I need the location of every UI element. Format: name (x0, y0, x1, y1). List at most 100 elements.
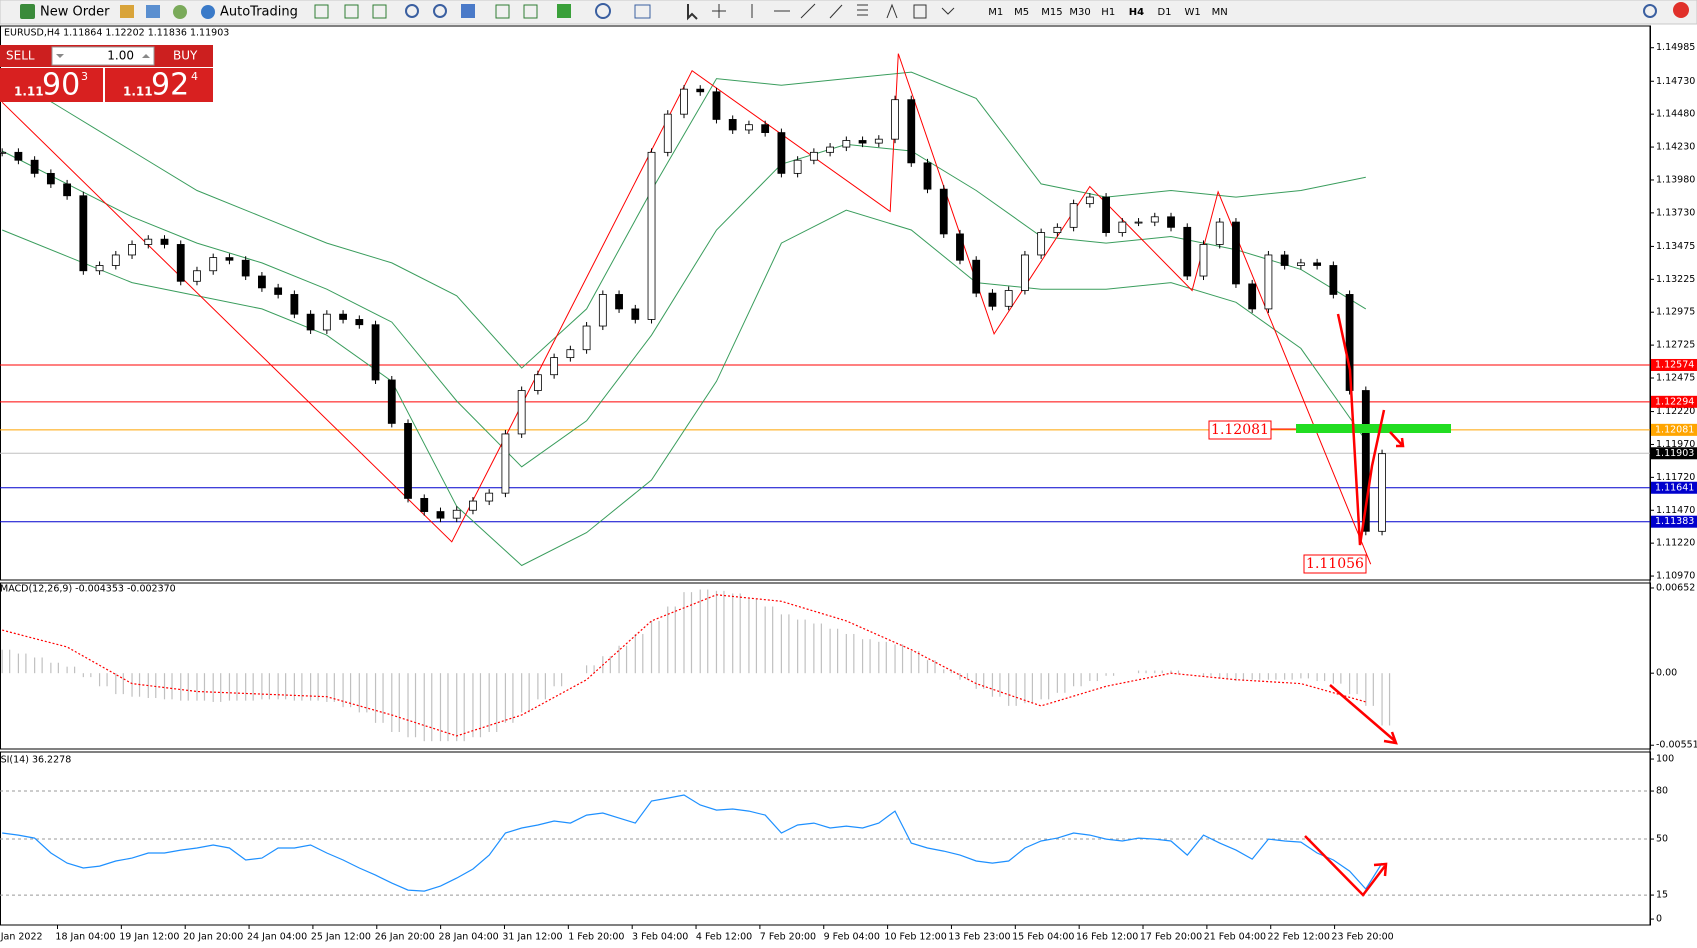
timeframe-button[interactable]: H4 (1129, 7, 1144, 18)
timeframe-button[interactable]: H1 (1101, 7, 1115, 18)
trendline-tool[interactable] (800, 3, 816, 19)
candle (63, 183, 72, 197)
candle (1280, 254, 1289, 266)
timeframe-button[interactable]: M1 (988, 7, 1003, 18)
tool-icon[interactable] (461, 4, 475, 18)
x-tick-label: 15 Feb 04:00 (1012, 932, 1074, 943)
price-level-label: 1.12081 (1655, 424, 1694, 435)
lot-up[interactable] (142, 54, 150, 58)
tool-icon[interactable] (495, 4, 510, 19)
timeframe-button[interactable]: D1 (1157, 7, 1171, 18)
timeframe-button[interactable]: M5 (1014, 7, 1029, 18)
candle (1150, 216, 1159, 223)
candle (209, 257, 218, 272)
lot-input[interactable] (51, 46, 155, 66)
x-tick-label: 25 Jan 12:00 (311, 932, 371, 943)
channel-tool[interactable] (829, 4, 843, 19)
chart-header: MACD(12,26,9) -0.004353 -0.002370 (0, 584, 176, 595)
candle (956, 233, 964, 261)
candle (696, 88, 705, 93)
candle (517, 390, 526, 435)
timeframe-button[interactable]: MN (1212, 7, 1228, 18)
fibo-tool[interactable] (857, 4, 868, 16)
candle (95, 265, 104, 272)
candle (1167, 216, 1175, 228)
candle (322, 313, 331, 331)
ask-box[interactable] (105, 68, 213, 102)
buy-button[interactable]: BUY (173, 49, 198, 63)
candle (371, 324, 380, 381)
candle (436, 511, 445, 519)
y-tick-label: -0.005511 (1656, 740, 1697, 751)
candle (826, 146, 835, 153)
tool-icon[interactable] (344, 4, 359, 19)
sell-button[interactable]: SELL (6, 49, 35, 63)
x-tick-label: 17 Feb 20:00 (1140, 932, 1202, 943)
tool-icon[interactable] (372, 4, 387, 19)
callout-box (1303, 554, 1367, 574)
lot-down[interactable] (56, 54, 64, 58)
candle (1037, 232, 1046, 256)
candle (1329, 265, 1338, 295)
panel-frame (0, 582, 1651, 750)
tool-icon[interactable] (120, 5, 134, 18)
price-level-tag (1651, 447, 1697, 460)
drawn-arrow (1329, 684, 1398, 745)
cursor-tool[interactable] (687, 4, 698, 21)
crosshair-tool[interactable] (712, 4, 726, 18)
notifications-icon[interactable] (1673, 2, 1689, 18)
auto-trading-button[interactable]: AutoTrading (220, 5, 298, 20)
zoom-in[interactable] (405, 4, 419, 18)
indicators-icon[interactable] (557, 4, 571, 18)
price-level-tag (1651, 358, 1697, 371)
lot-value[interactable]: 1.00 (107, 49, 134, 63)
tool-icon[interactable] (146, 5, 160, 18)
candle (891, 99, 899, 140)
timeframe-button[interactable]: M30 (1069, 7, 1090, 18)
x-tick-label: 13 Feb 23:00 (948, 932, 1010, 943)
candle (939, 188, 948, 235)
timeframe-button[interactable]: W1 (1185, 7, 1201, 18)
candle (1264, 254, 1273, 310)
bid-big: 1.11 (14, 85, 44, 99)
candle (1069, 203, 1078, 228)
label-tool[interactable] (913, 4, 927, 19)
candle (663, 113, 672, 153)
candle (1378, 453, 1386, 532)
search-icon[interactable] (1643, 4, 1657, 18)
candle (1102, 196, 1110, 233)
timeframe-button[interactable]: M15 (1041, 7, 1062, 18)
new-order-icon[interactable] (20, 4, 35, 19)
candle (339, 313, 347, 320)
candle (501, 433, 510, 494)
candle (193, 270, 201, 282)
periods-icon[interactable] (595, 3, 611, 19)
candle (355, 319, 364, 326)
y-tick-label: 1.12220 (1656, 406, 1695, 417)
auto-trading-icon[interactable] (201, 5, 215, 19)
price-level-label: 1.11383 (1655, 516, 1694, 527)
zoom-out[interactable] (433, 4, 447, 18)
text-tool[interactable] (886, 3, 898, 19)
bid-box[interactable] (0, 68, 103, 102)
y-tick-label: 1.13980 (1656, 174, 1695, 185)
x-tick-label: 10 Feb 12:00 (884, 932, 946, 943)
charts: EURUSD,H4 1.11864 1.12202 1.11836 1.1190… (0, 25, 1697, 943)
candle (1085, 196, 1094, 205)
tool-icon[interactable] (173, 5, 187, 19)
candle (1345, 294, 1354, 391)
one-click-trading: SELL 1.00 BUY 1.11 90 3 1.11 92 4 (0, 45, 213, 103)
tool-icon[interactable] (314, 4, 329, 19)
x-tick-label: 22 Feb 12:00 (1268, 932, 1330, 943)
shapes-tool[interactable] (941, 7, 955, 15)
bollinger-upper (1, 71, 1366, 369)
new-order-button[interactable]: New Order (40, 5, 110, 20)
tool-icon[interactable] (523, 4, 538, 19)
candle (809, 151, 818, 161)
y-tick-label: 80 (1656, 786, 1668, 797)
target-zone (1296, 424, 1451, 433)
candle (1232, 221, 1240, 285)
templates-icon[interactable] (634, 4, 651, 19)
candle (1183, 226, 1192, 277)
